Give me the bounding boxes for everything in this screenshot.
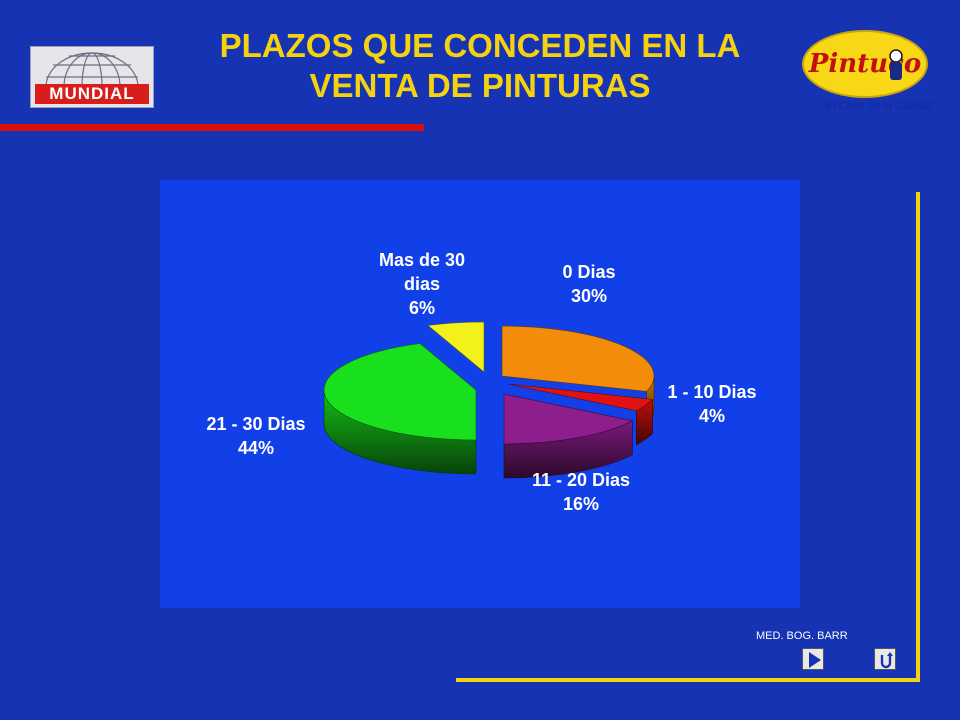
- globe-icon: [45, 52, 139, 87]
- slice-label-text-line-2: dias: [403, 274, 441, 294]
- pie-slice-11-20-dias: [503, 393, 634, 445]
- pie-slice-1-10-dias: [507, 383, 654, 412]
- pintuco-logo: Pintuco El Color de la Calidad: [798, 28, 932, 118]
- slice-label-value: 16%: [562, 494, 600, 514]
- slice-label-value: 6%: [408, 298, 435, 318]
- frame-vertical-line: [916, 192, 920, 680]
- slice-label-mas-de-30-dias: Mas de 30 dias 6%: [360, 248, 484, 320]
- return-button[interactable]: [874, 648, 896, 670]
- pie-chart: [323, 321, 655, 479]
- pintuco-wordmark: Pintuco: [802, 30, 928, 98]
- slice-label-value: 30%: [570, 286, 608, 306]
- slice-label-text: 21 - 30 Dias: [206, 414, 306, 434]
- page-title: PLAZOS QUE CONCEDEN EN LA VENTA DE PINTU…: [170, 26, 790, 106]
- slice-label-value: 44%: [237, 438, 275, 458]
- title-line-2: VENTA DE PINTURAS: [309, 67, 651, 104]
- return-arrow-icon: [880, 652, 893, 669]
- slice-label-text-line-1: Mas de 30: [378, 250, 466, 270]
- slice-label-value: 4%: [698, 406, 725, 426]
- pie-chart-panel: 0 Dias 30% 1 - 10 Dias 4% 11 - 20 Dias 1…: [160, 180, 800, 608]
- mundial-wordmark: MUNDIAL: [35, 84, 149, 104]
- mundial-logo: MUNDIAL: [30, 46, 154, 108]
- pie-slice-mas-de-30-dias: [427, 321, 485, 373]
- slice-label-text: 1 - 10 Dias: [667, 382, 757, 402]
- play-arrow-icon: [809, 652, 821, 668]
- pie-slice-0-dias: [501, 325, 655, 392]
- slice-label-11-20-dias: 11 - 20 Dias 16%: [516, 468, 646, 516]
- author-credit: MED. BOG. BARR: [756, 630, 848, 642]
- slice-label-text: 11 - 20 Dias: [531, 470, 631, 490]
- red-divider: [0, 124, 424, 131]
- slice-label-21-30-dias: 21 - 30 Dias 44%: [188, 412, 324, 460]
- pie-slice-21-30-dias: [323, 343, 477, 441]
- slice-label-text: 0 Dias: [562, 262, 616, 282]
- pintuco-tagline: El Color de la Calidad: [825, 100, 932, 112]
- slice-label-1-10-dias: 1 - 10 Dias 4%: [648, 380, 776, 428]
- title-line-1: PLAZOS QUE CONCEDEN EN LA: [219, 27, 741, 64]
- painter-icon: [889, 49, 903, 80]
- next-slide-button[interactable]: [802, 648, 824, 670]
- slice-label-0-dias: 0 Dias 30%: [544, 260, 634, 308]
- frame-horizontal-line: [456, 678, 920, 682]
